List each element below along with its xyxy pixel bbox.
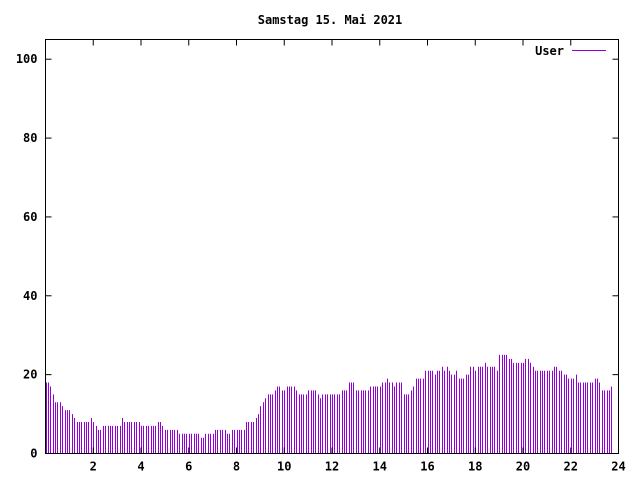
x-tick-label: 10 (277, 460, 291, 474)
legend-label: User (535, 44, 564, 58)
x-tick-label: 24 (611, 460, 625, 474)
y-tick-label: 80 (23, 131, 37, 145)
x-tick-label: 22 (564, 460, 578, 474)
x-axis: 2 4 6 8 10 12 14 16 18 20 22 24 (90, 39, 626, 474)
x-tick-label: 18 (468, 460, 482, 474)
x-tick-label: 16 (420, 460, 434, 474)
x-tick-label: 8 (233, 460, 240, 474)
y-tick-label: 100 (16, 52, 38, 66)
y-tick-label: 20 (23, 368, 37, 382)
chart-title: Samstag 15. Mai 2021 (258, 13, 403, 27)
legend: User (535, 44, 606, 58)
plot-border (45, 39, 619, 454)
y-axis: 0 20 40 60 80 100 (16, 52, 619, 461)
y-tick-label: 40 (23, 289, 37, 303)
x-tick-label: 20 (516, 460, 530, 474)
bars-group (46, 354, 612, 454)
y-tick-label: 60 (23, 210, 37, 224)
x-tick-label: 6 (185, 460, 192, 474)
x-tick-label: 12 (325, 460, 339, 474)
x-tick-label: 2 (90, 460, 97, 474)
x-tick-label: 14 (373, 460, 387, 474)
x-tick-label: 4 (137, 460, 144, 474)
y-tick-label: 0 (30, 447, 37, 461)
